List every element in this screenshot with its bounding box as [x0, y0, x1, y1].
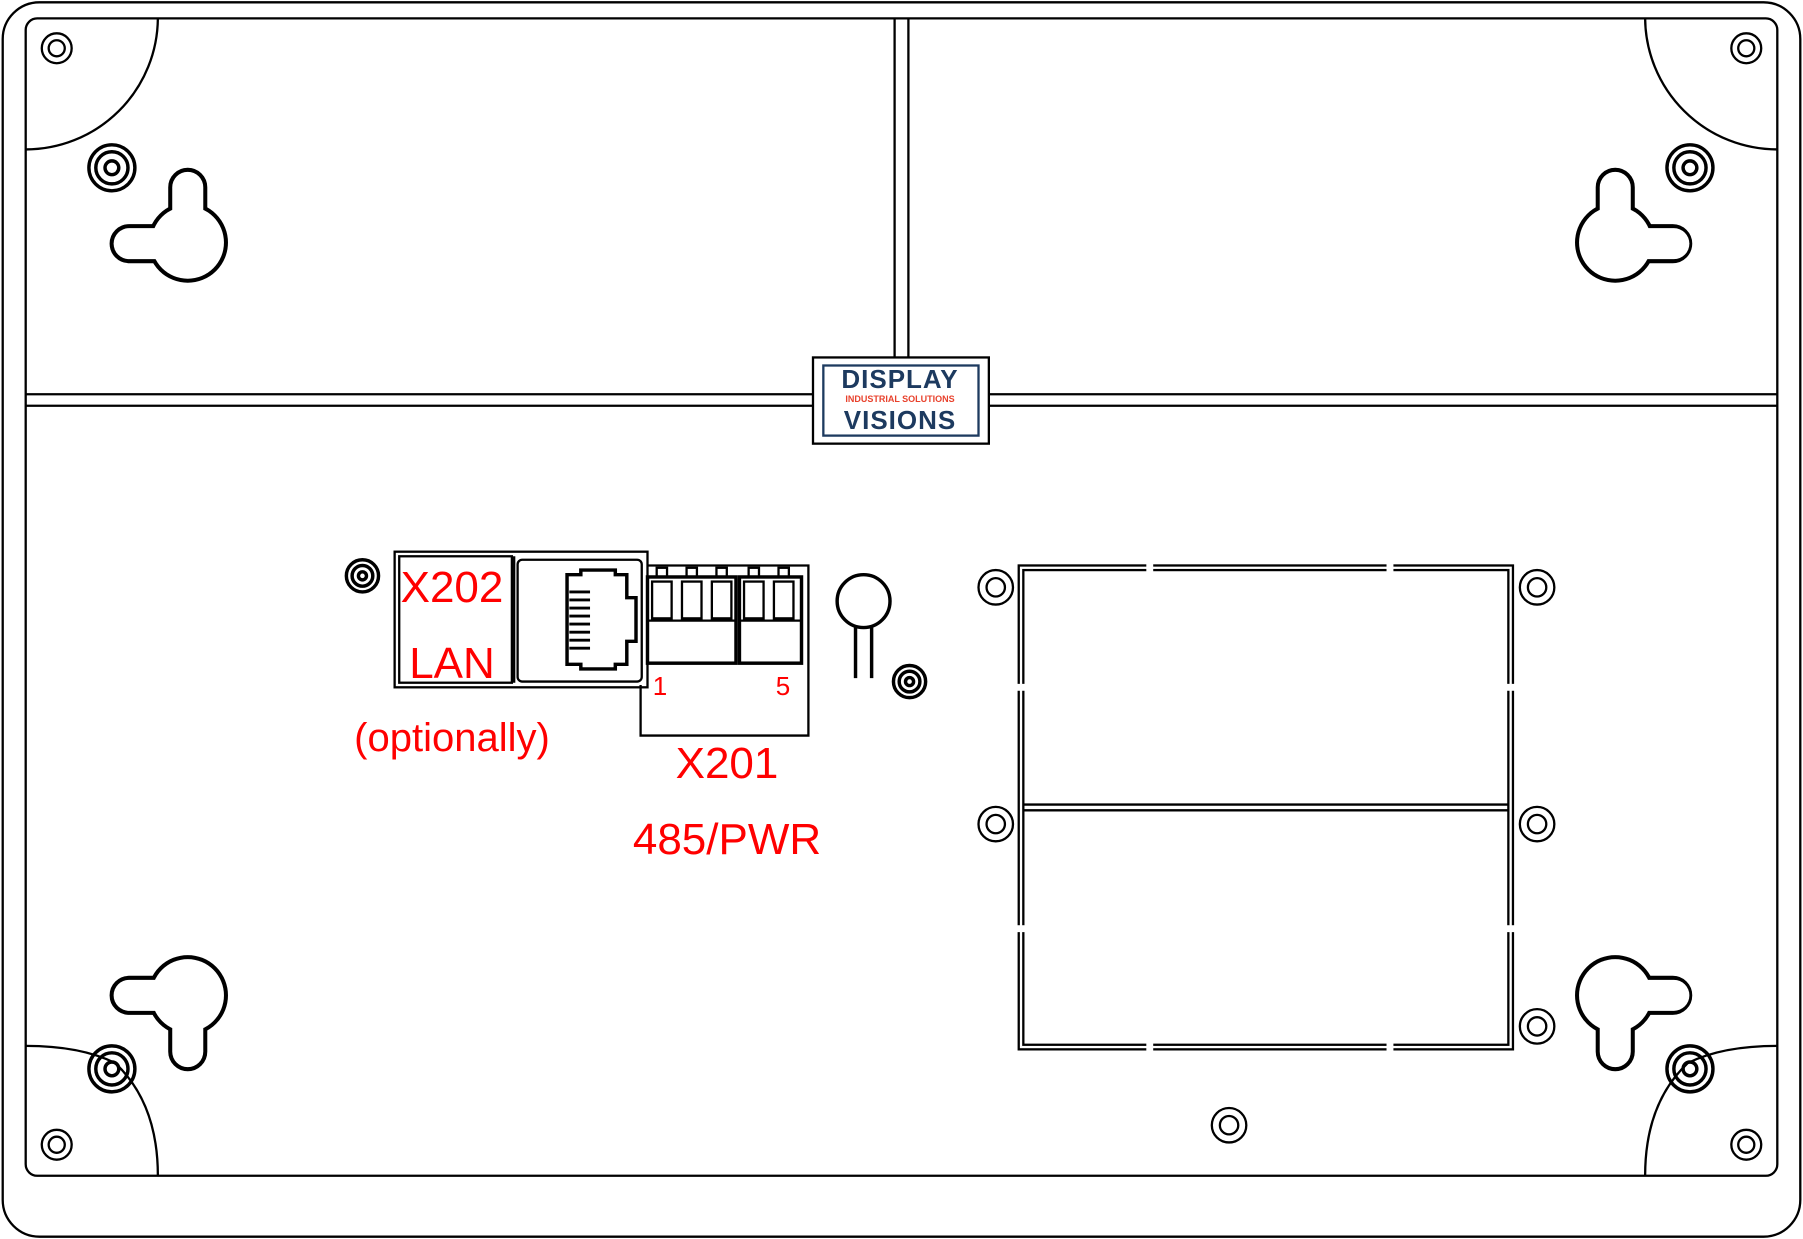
terminal-block-icon: [645, 566, 804, 665]
torx-screw-icon: [87, 143, 1715, 1094]
pin-5-label: 5: [775, 671, 791, 701]
cover-block: [1017, 564, 1515, 1051]
logo-line3: VISIONS: [843, 405, 957, 435]
panel-outline: [24, 17, 1779, 1177]
optional-label: (optionally): [354, 716, 550, 760]
ring-screw-icon: [40, 32, 1763, 1161]
lan-label: LAN: [409, 639, 495, 688]
x201-connector: [639, 564, 810, 737]
x202-label: X202: [400, 563, 504, 612]
rj45-jack-icon: [516, 558, 643, 683]
corner-arcs: [25, 18, 1778, 1176]
panel-dividers: [25, 18, 1778, 407]
keyring-icon: [835, 572, 892, 679]
x201-label: X201: [675, 739, 779, 788]
x201-desc-label: 485/PWR: [632, 815, 822, 864]
logo-frame: [811, 356, 990, 445]
cover-gaps: [1015, 562, 1517, 1053]
logo-line1: DISPLAY: [841, 364, 959, 394]
logo-line2: INDUSTRIAL SOLUTIONS: [845, 394, 955, 404]
keyhole-icon: [109, 167, 1693, 1072]
pin-1-label: 1: [652, 671, 668, 701]
